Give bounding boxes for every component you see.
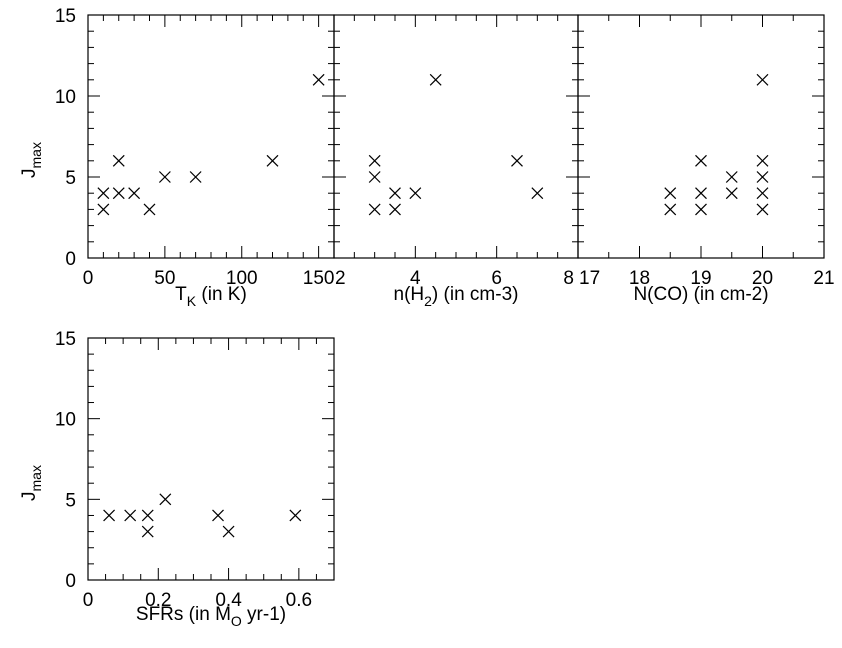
x-tick-label: 0.6 [286, 590, 312, 611]
x-tick-label: 6 [491, 268, 502, 289]
data-point [141, 525, 154, 538]
y-tick-label: 5 [65, 490, 76, 511]
x-tick-label: 4 [410, 268, 421, 289]
data-point [664, 203, 677, 216]
data-point [429, 73, 442, 86]
data-point [756, 203, 769, 216]
x-axis-title: n(H2) (in cm-3) [394, 284, 519, 309]
y-tick-label: 0 [65, 571, 76, 592]
data-point [97, 187, 110, 200]
plot-frame [87, 337, 335, 581]
plot-frame [333, 14, 579, 259]
y-axis-title: Jmax [19, 465, 44, 501]
x-tick-label: 0.4 [215, 590, 242, 611]
x-tick-label: 0 [83, 590, 94, 611]
x-tick-label: 0.2 [145, 590, 171, 611]
y-tick-label: 15 [55, 6, 76, 27]
data-point [212, 509, 224, 522]
data-point [725, 187, 738, 200]
plot-frame [577, 14, 825, 259]
data-point [141, 509, 154, 522]
y-tick-label: 10 [55, 410, 76, 431]
x-axis-title: N(CO) (in cm-2) [633, 284, 768, 305]
panel-sfr: 0 0.2 0.4 0.6 0 5 10 15 SFRs (in MO yr-1) Jmax [19, 329, 335, 629]
data-point [695, 203, 707, 216]
data-point [389, 203, 401, 216]
data-point [189, 171, 202, 183]
x-tick-label: 18 [629, 268, 650, 289]
x-tick-label: 8 [563, 268, 574, 289]
data-point [289, 509, 302, 522]
x-tick-label: 100 [226, 268, 258, 289]
data-point [695, 187, 707, 200]
data-point [368, 154, 381, 167]
panel-nco: 17 18 19 20 21 N(CO) (in cm-2) [577, 14, 835, 305]
x-tick-label: 20 [752, 268, 773, 289]
x-axis-title: TK (in K) [175, 284, 247, 309]
data-point [756, 187, 769, 200]
data-point [511, 154, 523, 167]
x-tick-label: 150 [303, 268, 335, 289]
x-tick-label: 19 [690, 268, 711, 289]
data-point [128, 187, 141, 200]
y-axis-title: Jmax [19, 142, 44, 178]
data-point [756, 171, 769, 183]
data-point [409, 187, 422, 200]
y-tick-label: 10 [55, 87, 76, 108]
data-point [664, 187, 677, 200]
data-point [725, 171, 738, 183]
y-tick-label: 0 [65, 249, 76, 270]
y-tick-label: 5 [65, 168, 76, 189]
x-tick-label: 50 [154, 268, 175, 289]
plot-frame [87, 14, 335, 259]
data-point [97, 203, 110, 216]
x-tick-label: 0 [83, 268, 94, 289]
x-axis-title: SFRs (in MO yr-1) [136, 604, 286, 629]
data-point [266, 154, 279, 167]
data-point [222, 525, 235, 538]
data-point [695, 154, 707, 167]
x-tick-label: 2 [335, 268, 346, 289]
panel-tk: 0 50 100 150 0 5 10 15 TK (in K) Jmax [19, 6, 335, 309]
data-point [389, 187, 401, 200]
y-tick-label: 15 [55, 329, 76, 350]
data-point [159, 493, 172, 506]
data-point [103, 509, 116, 522]
data-point [312, 73, 325, 86]
data-point [112, 187, 125, 200]
data-point [158, 171, 171, 183]
data-point [112, 154, 125, 167]
data-point [143, 203, 156, 216]
data-point [756, 73, 769, 86]
x-tick-label: 21 [813, 268, 834, 289]
x-tick-label: 17 [579, 268, 600, 289]
data-point [756, 154, 769, 167]
data-point [124, 509, 137, 522]
data-point [531, 187, 544, 200]
data-point [368, 203, 381, 216]
data-point [368, 171, 381, 183]
panel-nh2: 2 4 6 8 n(H2) (in cm-3) [333, 14, 579, 309]
